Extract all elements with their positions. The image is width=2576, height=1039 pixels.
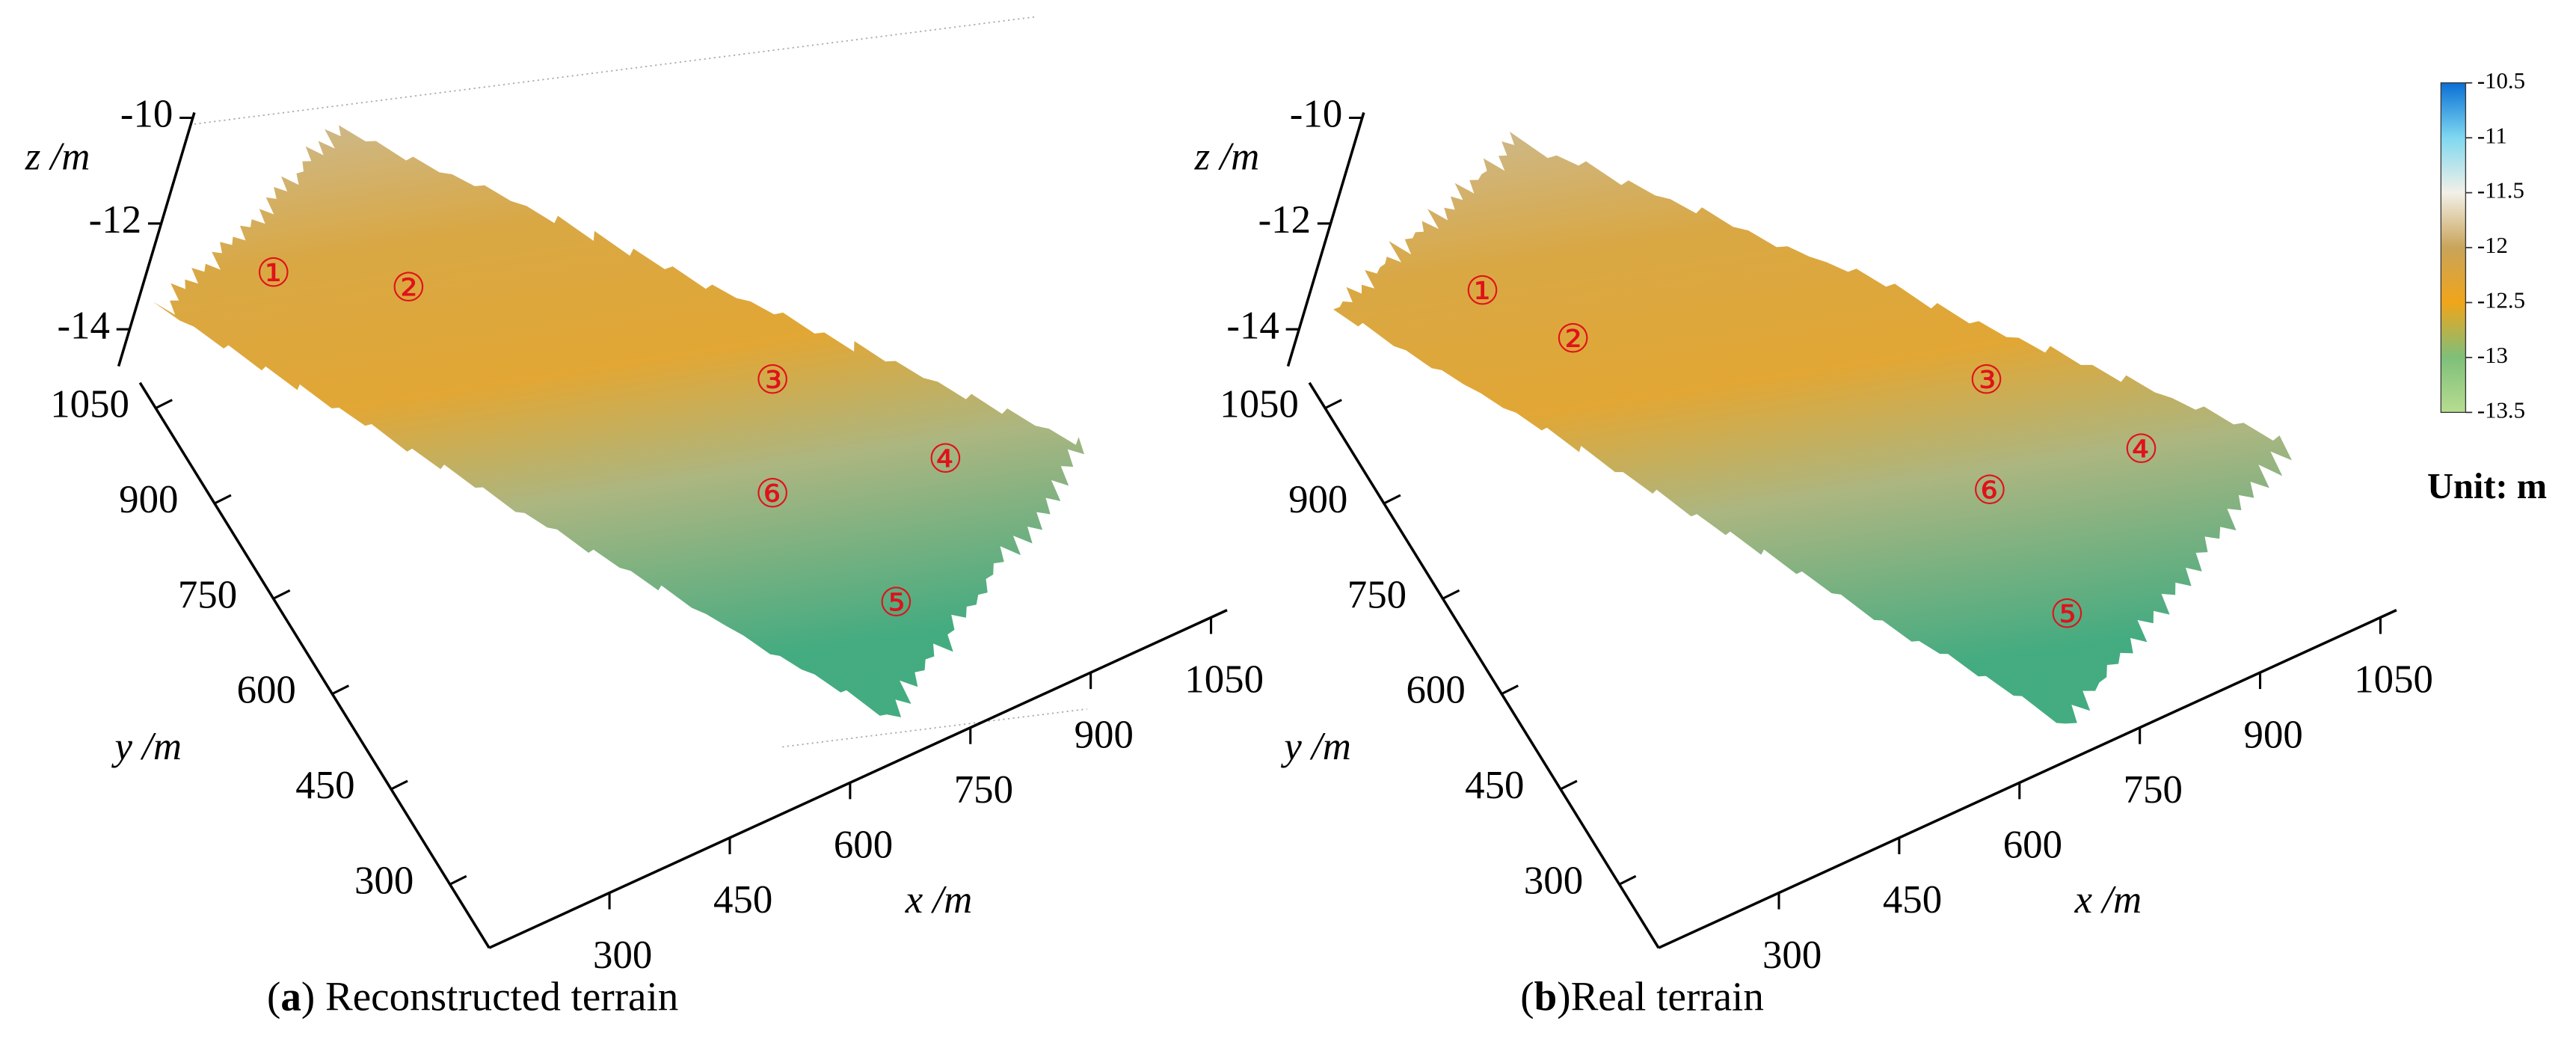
colorbar [2440, 82, 2467, 413]
caption: (b)Real terrain [1520, 973, 1764, 1019]
y-axis-label: y /m [111, 725, 182, 768]
ytick-label: 1050 [50, 383, 129, 426]
annotation: ② [391, 267, 426, 310]
box-edge [782, 708, 1087, 748]
ytick-label: 300 [1524, 859, 1583, 902]
y-axis [1308, 381, 1660, 949]
y-axis [138, 381, 491, 949]
z-axis [1286, 111, 1365, 367]
annotation: ① [1465, 270, 1500, 313]
tick-mark [1442, 589, 1460, 600]
ztick-label: -10 [120, 93, 173, 136]
z-axis [117, 111, 196, 367]
caption-part: a [280, 973, 301, 1019]
panel: -10 -12 -14 1050 900 750 600 450 300 300 450 600 750… [1194, 93, 2433, 1020]
tick-mark [1618, 874, 1637, 886]
tick-mark [390, 779, 408, 791]
panel: -10 -12 -14 1050 900 750 600 450 300 300 450 600 750… [25, 16, 1264, 1019]
xtick-label: 600 [834, 824, 893, 867]
ytick-label: 750 [1347, 573, 1407, 616]
terrain-surface [153, 125, 1085, 717]
annotation: ③ [1969, 359, 2004, 402]
caption-part: ( [267, 973, 280, 1019]
x-axis-label: x /m [905, 878, 973, 922]
tick-mark [272, 589, 291, 600]
tick-mark [1324, 399, 1342, 410]
colorbar-tick-label: -13 [2477, 343, 2508, 368]
colorbar-tick-label: -12 [2477, 233, 2508, 258]
x-axis [488, 609, 1228, 949]
xtick-label: 300 [593, 934, 652, 977]
xtick-label: 450 [1883, 878, 1942, 922]
xtick-label: 600 [2003, 824, 2062, 867]
box-edge [194, 16, 1035, 125]
ytick-label: 450 [295, 764, 354, 807]
annotation: ① [256, 252, 291, 295]
annotation: ③ [754, 359, 790, 402]
xtick-label: 450 [713, 878, 772, 922]
annotation: ⑤ [879, 581, 914, 625]
colorbar-tick-label: -13.5 [2477, 397, 2525, 423]
terrain-surface [1333, 131, 2293, 724]
colorbar-unit: Unit: m [2427, 467, 2547, 506]
ytick-label: 900 [119, 478, 178, 521]
colorbar-tick-label: -11.5 [2477, 178, 2524, 203]
xtick-label: 750 [2124, 768, 2183, 812]
ztick-label: -12 [89, 198, 141, 242]
xtick-label: 1050 [1184, 658, 1264, 702]
annotation: ⑤ [2050, 593, 2085, 637]
ztick-label: -14 [57, 304, 109, 347]
ytick-label: 300 [354, 859, 414, 902]
annotation: ④ [928, 438, 963, 482]
xtick-label: 900 [1075, 713, 1134, 756]
ytick-label: 600 [237, 669, 296, 712]
annotation: ⑥ [754, 473, 790, 516]
x-axis-label: x /m [2074, 878, 2142, 922]
tick-mark [449, 874, 467, 886]
colorbar-tick-label: -10.5 [2477, 68, 2525, 94]
annotation: ⑥ [1972, 470, 2007, 513]
ztick-label: -10 [1290, 93, 1342, 136]
caption-part: ( [1520, 973, 1534, 1019]
ytick-label: 900 [1288, 478, 1347, 521]
ytick-label: 450 [1465, 764, 1524, 807]
ytick-label: 750 [178, 573, 237, 616]
xtick-label: 1050 [2354, 658, 2433, 702]
y-axis-label: y /m [1280, 725, 1351, 768]
xtick-label: 900 [2244, 713, 2303, 756]
ytick-label: 1050 [1220, 383, 1299, 426]
tick-mark [1383, 494, 1401, 505]
xtick-label: 750 [954, 768, 1013, 812]
tick-mark [331, 684, 350, 696]
ytick-label: 600 [1406, 669, 1465, 712]
ztick-label: -14 [1226, 304, 1279, 347]
z-axis-label: z /m [1194, 135, 1260, 178]
annotation: ② [1555, 318, 1590, 361]
colorbar-tick-label: -11 [2477, 123, 2507, 148]
tick-mark [155, 399, 173, 410]
tick-mark [214, 494, 232, 505]
x-axis [1658, 609, 2397, 949]
caption-part: b [1534, 973, 1558, 1019]
z-axis-label: z /m [25, 135, 90, 178]
caption: (a) Reconstructed terrain [267, 973, 678, 1019]
ztick-label: -12 [1258, 198, 1311, 242]
tick-mark [1560, 779, 1578, 791]
annotation: ④ [2124, 429, 2159, 472]
tick-mark [1501, 684, 1519, 696]
colorbar-tick-label: -12.5 [2477, 288, 2525, 313]
caption-part: ) Reconstructed terrain [301, 973, 678, 1019]
caption-part: )Real terrain [1557, 973, 1764, 1019]
xtick-label: 300 [1762, 934, 1822, 977]
